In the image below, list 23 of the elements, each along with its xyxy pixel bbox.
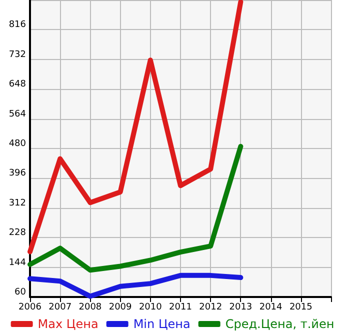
legend-label: Min Цена	[133, 317, 190, 331]
x-tick-label: 2012	[199, 302, 222, 312]
y-tick-label: 480	[8, 139, 26, 149]
y-tick-label: 144	[8, 258, 26, 268]
y-tick-label: 816	[8, 20, 26, 30]
legend-label: Max Цена	[38, 317, 98, 331]
y-tick-label: 648	[8, 80, 26, 90]
x-tick-label: 2007	[48, 302, 72, 312]
x-tick-label: 2008	[78, 302, 102, 312]
y-tick-label: 60	[14, 288, 26, 298]
y-tick-label: 312	[8, 198, 26, 208]
y-tick-label: 732	[8, 50, 26, 60]
x-tick-label: 2009	[108, 302, 132, 312]
x-tick-label: 2010	[138, 302, 162, 312]
x-tick-label: 2013	[229, 302, 252, 312]
y-tick-label: 396	[8, 168, 26, 179]
legend-label: Сред.Цена, т.йен	[225, 317, 334, 331]
y-tick-label: 228	[8, 228, 26, 238]
x-tick-label: 2014	[259, 302, 283, 312]
x-tick-label: 2011	[169, 302, 192, 312]
x-tick-label: 2006	[18, 302, 42, 312]
y-tick-label: 564	[8, 109, 26, 120]
x-tick-label: 2015	[289, 302, 312, 312]
